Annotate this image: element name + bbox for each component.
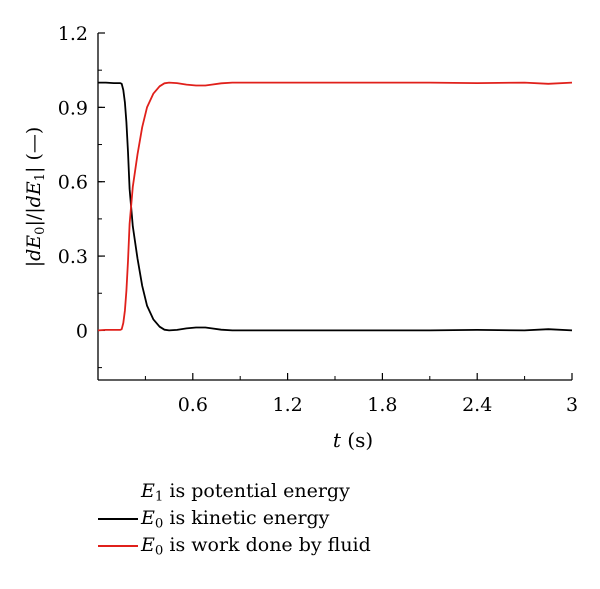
- x-axis-label-unit: (s): [347, 428, 373, 452]
- series-line-1: [97, 81, 573, 332]
- y-tick-label: 0.6: [58, 172, 88, 194]
- legend-label-fluid: E0 is work done by fluid: [141, 534, 371, 559]
- series-line-0: [98, 81, 573, 332]
- x-tick-label: 1.8: [367, 394, 397, 416]
- x-axis-label: t (s): [333, 428, 373, 452]
- line-chart: 0.6 1.2 1.8 2.4 3 1.2 0.9 0.6 0.3 0 t (s) |dE0|/…: [23, 23, 578, 452]
- x-tick-label: 1.2: [272, 394, 302, 416]
- x-axis-label-var: t: [333, 428, 342, 452]
- x-tick-label: 0.6: [178, 394, 208, 416]
- y-tick-label: 1.2: [58, 23, 88, 45]
- legend-label-kinetic: E0 is kinetic energy: [141, 507, 330, 532]
- x-ticks: 0.6 1.2 1.8 2.4 3: [144, 373, 578, 416]
- x-tick-label: 2.4: [462, 394, 492, 416]
- x-tick-label: 3: [566, 394, 578, 416]
- y-tick-label: 0.3: [58, 246, 88, 268]
- y-ticks: 1.2 0.9 0.6 0.3 0: [58, 23, 105, 369]
- y-tick-label: 0: [76, 320, 88, 342]
- legend-swatch-fluid: [98, 545, 138, 547]
- legend-swatch-kinetic: [98, 518, 138, 520]
- y-tick-label: 0.9: [58, 97, 88, 119]
- series-layer: [97, 81, 573, 332]
- y-axis-label: |dE0|/|dE1| (—): [23, 127, 48, 268]
